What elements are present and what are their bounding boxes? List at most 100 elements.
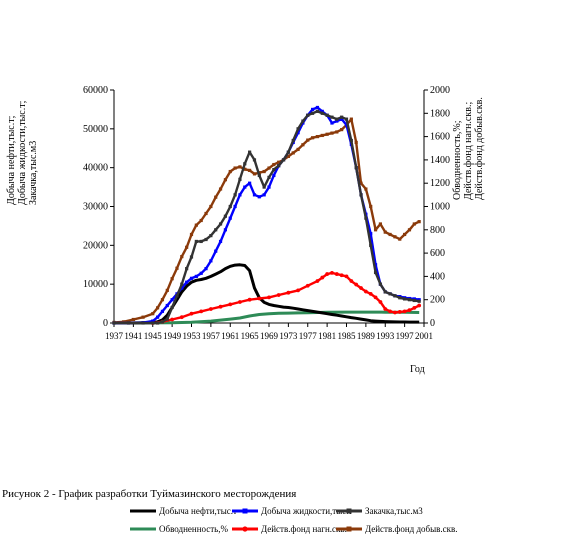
data-point — [223, 228, 228, 232]
x-tick-label: 1973 — [279, 331, 298, 341]
data-point — [126, 321, 131, 325]
data-point — [335, 130, 339, 134]
data-point — [344, 117, 349, 121]
data-point — [199, 239, 203, 244]
data-point — [151, 321, 155, 325]
data-point — [276, 293, 281, 297]
series-layer — [112, 105, 422, 325]
legend-label: Обводненность,% — [159, 524, 229, 534]
data-point — [417, 303, 422, 308]
left-tick-label: 30000 — [83, 202, 108, 213]
data-point — [417, 220, 421, 224]
data-point — [339, 273, 344, 278]
data-point — [252, 158, 257, 162]
data-point — [248, 150, 252, 154]
legend-label: Действ.фонд нагн.скв. — [261, 524, 347, 534]
data-point — [296, 147, 300, 152]
data-point — [354, 140, 358, 145]
data-point — [248, 168, 252, 172]
data-point — [228, 204, 232, 209]
data-point — [344, 123, 349, 127]
series-2 — [112, 105, 421, 325]
data-point — [369, 243, 373, 247]
data-point — [267, 295, 271, 300]
legend-item-5: Действ.фонд нагн.скв. — [232, 524, 347, 534]
data-point — [359, 181, 363, 185]
right-tick-label: 1400 — [430, 155, 450, 166]
data-point — [364, 216, 368, 220]
x-tick-label: 1977 — [299, 331, 318, 341]
data-point — [141, 315, 145, 319]
data-point — [388, 309, 392, 314]
data-point — [330, 121, 334, 125]
series-5 — [150, 271, 422, 325]
data-point — [257, 296, 262, 301]
data-point — [175, 294, 179, 298]
data-point — [272, 168, 276, 172]
data-point — [383, 290, 387, 294]
x-tick-label: 1989 — [357, 331, 376, 341]
data-point — [218, 187, 223, 191]
data-point — [160, 298, 165, 302]
series-6 — [112, 117, 421, 325]
right-tick-label: 0 — [430, 318, 435, 329]
legend: Добыча нефти,тыс.т Добыча жидкости,тыс.т З… — [130, 506, 458, 534]
data-point — [378, 222, 383, 226]
data-point — [204, 211, 208, 216]
data-point — [189, 232, 194, 237]
data-point — [165, 317, 169, 321]
data-point — [199, 309, 204, 314]
data-point — [393, 310, 397, 315]
data-point — [238, 300, 242, 304]
data-point — [325, 272, 330, 276]
left-axis-title: Добыча нефти,тыс.т; Добыча жидкости,тыс.… — [6, 101, 39, 205]
data-point — [291, 138, 295, 143]
data-point — [407, 298, 412, 302]
data-point — [272, 173, 276, 178]
data-point — [354, 166, 358, 170]
data-point — [320, 111, 324, 115]
data-point — [412, 222, 416, 226]
data-point — [403, 232, 407, 237]
data-point — [306, 113, 310, 117]
data-point — [325, 132, 329, 136]
data-point — [310, 136, 315, 140]
data-point — [194, 239, 198, 244]
legend-marker — [346, 526, 352, 532]
series-line — [113, 310, 420, 325]
data-point — [398, 237, 402, 241]
x-tick-label: 1945 — [144, 331, 163, 341]
data-point — [412, 298, 416, 303]
data-point — [155, 306, 160, 310]
data-point — [262, 185, 266, 189]
data-point — [315, 109, 320, 113]
data-point — [373, 270, 378, 275]
data-point — [214, 249, 218, 253]
data-point — [238, 165, 242, 169]
right-tick-label: 600 — [430, 248, 445, 259]
data-point — [301, 119, 305, 123]
data-point — [388, 292, 392, 296]
right-axis: 0 200 400 600 800 1000 1200 1400 1600 1800 2000 — [423, 85, 450, 329]
data-point — [238, 177, 242, 181]
right-tick-label: 1000 — [430, 202, 450, 213]
data-point — [155, 315, 160, 319]
data-point — [315, 135, 320, 139]
data-point — [398, 296, 402, 300]
x-tick-label: 1965 — [241, 331, 260, 341]
right-axis-title-line-2: Действ.фонд нагн.скв.; — [463, 101, 474, 200]
legend-label: Добыча нефти,тыс.т — [159, 506, 237, 516]
data-point — [233, 166, 237, 170]
data-point — [257, 173, 261, 178]
data-point — [209, 259, 213, 263]
x-tick-label: 1981 — [318, 331, 336, 341]
x-tick-label: 1949 — [163, 331, 182, 341]
data-point — [262, 193, 266, 197]
data-point — [359, 193, 363, 197]
right-tick-label: 1200 — [430, 178, 450, 189]
data-point — [252, 193, 257, 197]
data-point — [344, 274, 349, 279]
data-point — [296, 127, 300, 131]
x-tick-label: 1969 — [260, 331, 279, 341]
data-point — [272, 162, 276, 167]
